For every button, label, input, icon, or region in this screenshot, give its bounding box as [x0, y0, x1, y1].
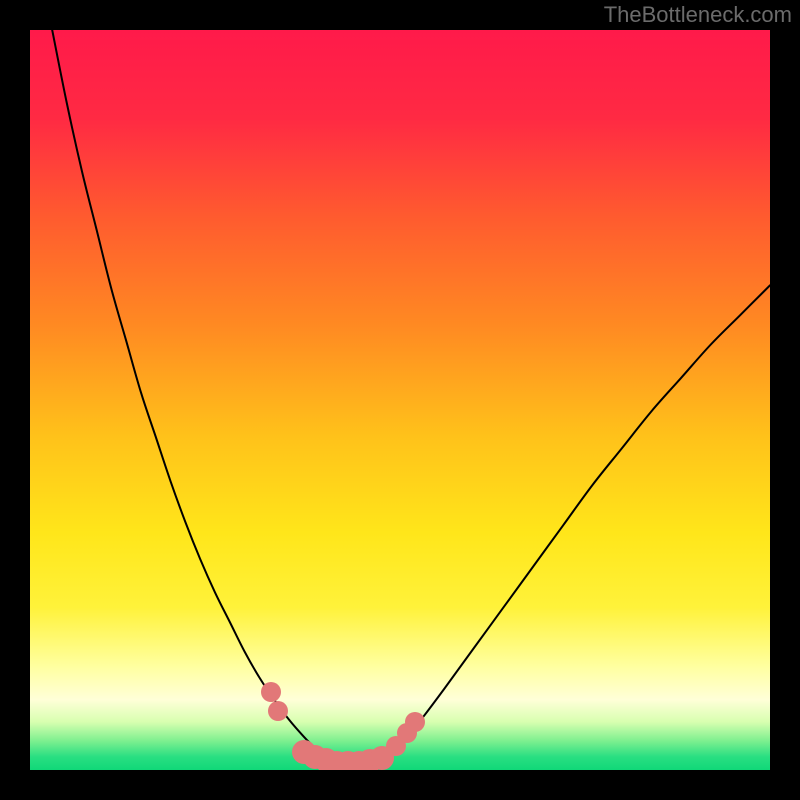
data-marker	[405, 712, 425, 732]
data-marker	[268, 701, 288, 721]
bottleneck-curve	[30, 30, 770, 770]
plot-area	[30, 30, 770, 770]
watermark-text: TheBottleneck.com	[604, 2, 792, 28]
data-marker	[261, 682, 281, 702]
